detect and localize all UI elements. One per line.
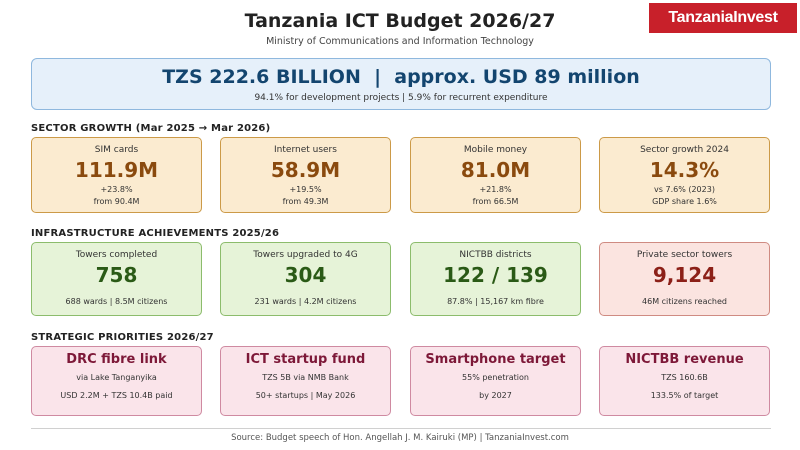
card-value: 58.9M xyxy=(270,158,341,182)
infra-card-towers-completed: Towers completed 758 688 wards | 8.5M ci… xyxy=(31,242,202,316)
card-note: via Lake Tanganyika xyxy=(76,373,157,382)
section-heading-priorities: STRATEGIC PRIORITIES 2026/27 xyxy=(31,332,214,343)
card-label: Sector growth 2024 xyxy=(640,145,729,155)
budget-split: 94.1% for development projects | 5.9% fo… xyxy=(254,93,548,103)
brand-logo[interactable]: TanzaniaInvest xyxy=(649,3,797,33)
card-note: 231 wards | 4.2M citizens xyxy=(254,297,357,306)
card-value: 14.3% xyxy=(649,158,720,182)
card-note: from 66.5M xyxy=(472,197,519,206)
card-value: 758 xyxy=(95,263,138,287)
card-value: 304 xyxy=(284,263,327,287)
card-label: Mobile money xyxy=(463,145,528,155)
growth-card-internet: Internet users 58.9M +19.5% from 49.3M xyxy=(220,137,391,213)
card-note: 133.5% of target xyxy=(650,391,719,400)
card-note: 50+ startups | May 2026 xyxy=(255,391,356,400)
card-title: DRC fibre link xyxy=(66,352,167,367)
growth-card-sector: Sector growth 2024 14.3% vs 7.6% (2023) … xyxy=(599,137,770,213)
budget-banner: TZS 222.6 BILLION | approx. USD 89 milli… xyxy=(31,58,771,110)
section-heading-growth: SECTOR GROWTH (Mar 2025 → Mar 2026) xyxy=(31,123,271,134)
footer-divider xyxy=(31,428,771,429)
card-label: Towers upgraded to 4G xyxy=(253,250,358,260)
page-subtitle: Ministry of Communications and Informati… xyxy=(266,36,534,47)
card-note: +23.8% xyxy=(100,185,133,194)
card-label: SIM cards xyxy=(94,145,139,155)
card-value: 122 / 139 xyxy=(443,263,548,287)
card-note: +21.8% xyxy=(479,185,512,194)
card-title: Smartphone target xyxy=(425,352,566,367)
infra-card-nictbb-districts: NICTBB districts 122 / 139 87.8% | 15,16… xyxy=(410,242,581,316)
card-title: ICT startup fund xyxy=(245,352,366,367)
source-footer: Source: Budget speech of Hon. Angellah J… xyxy=(231,433,569,443)
card-label: NICTBB districts xyxy=(459,250,532,260)
card-note: 87.8% | 15,167 km fibre xyxy=(447,297,544,306)
priority-card-drc-fibre: DRC fibre link via Lake Tanganyika USD 2… xyxy=(31,346,202,416)
page-title: Tanzania ICT Budget 2026/27 xyxy=(244,10,556,32)
card-note: vs 7.6% (2023) xyxy=(654,185,715,194)
card-note: USD 2.2M + TZS 10.4B paid xyxy=(60,391,173,400)
card-note: from 49.3M xyxy=(282,197,329,206)
budget-total: TZS 222.6 BILLION | approx. USD 89 milli… xyxy=(162,66,640,88)
card-value: 9,124 xyxy=(652,263,717,287)
card-label: Towers completed xyxy=(75,250,158,260)
card-label: Internet users xyxy=(274,145,337,155)
card-note: from 90.4M xyxy=(93,197,140,206)
card-note: TZS 5B via NMB Bank xyxy=(262,373,349,382)
card-value: 111.9M xyxy=(74,158,159,182)
card-note: 55% penetration xyxy=(462,373,529,382)
card-note: TZS 160.6B xyxy=(661,373,708,382)
card-value: 81.0M xyxy=(460,158,531,182)
growth-card-sim: SIM cards 111.9M +23.8% from 90.4M xyxy=(31,137,202,213)
growth-card-mobile-money: Mobile money 81.0M +21.8% from 66.5M xyxy=(410,137,581,213)
card-note: +19.5% xyxy=(289,185,322,194)
priority-card-startup-fund: ICT startup fund TZS 5B via NMB Bank 50+… xyxy=(220,346,391,416)
priority-card-smartphone: Smartphone target 55% penetration by 202… xyxy=(410,346,581,416)
card-note: 46M citizens reached xyxy=(642,297,727,306)
card-note: by 2027 xyxy=(479,391,512,400)
card-title: NICTBB revenue xyxy=(625,352,744,367)
card-note: GDP share 1.6% xyxy=(652,197,717,206)
card-note: 688 wards | 8.5M citizens xyxy=(65,297,168,306)
card-label: Private sector towers xyxy=(636,250,733,260)
section-heading-infrastructure: INFRASTRUCTURE ACHIEVEMENTS 2025/26 xyxy=(31,228,280,239)
infra-card-private-towers: Private sector towers 9,124 46M citizens… xyxy=(599,242,770,316)
priority-card-nictbb-revenue: NICTBB revenue TZS 160.6B 133.5% of targ… xyxy=(599,346,770,416)
infra-card-towers-4g: Towers upgraded to 4G 304 231 wards | 4.… xyxy=(220,242,391,316)
